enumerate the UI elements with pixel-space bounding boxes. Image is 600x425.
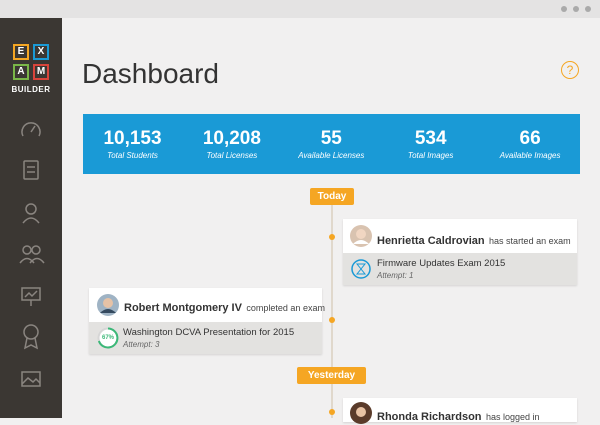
attempt: Attempt: 1 bbox=[377, 271, 414, 280]
progress-ring bbox=[97, 327, 119, 349]
stat-value: 55 bbox=[320, 128, 342, 149]
stat: 55 Available Licenses bbox=[282, 128, 381, 160]
exam-title: Washington DCVA Presentation for 2015 bbox=[123, 327, 295, 338]
timeline-badge: Today bbox=[310, 188, 354, 205]
stat-value: 10,208 bbox=[202, 128, 261, 149]
attempt: Attempt: 3 bbox=[123, 340, 160, 349]
timeline-dot bbox=[329, 409, 335, 415]
nav-icons[interactable] bbox=[0, 108, 62, 418]
stats-bar: 10,153 Total Students 10,208 Total Licenses… bbox=[83, 114, 580, 174]
stat-label: Total Images bbox=[407, 151, 454, 160]
logo-subtitle: BUILDER bbox=[11, 85, 51, 94]
event-action: completed an exam bbox=[246, 303, 325, 313]
event-action: has started an exam bbox=[489, 236, 571, 246]
stat-label: Available Images bbox=[499, 151, 561, 160]
avatar bbox=[350, 402, 372, 424]
stat-label: Available Licenses bbox=[298, 151, 365, 160]
event-card[interactable]: Henrietta Caldrovian has started an exam… bbox=[343, 219, 577, 285]
event-card[interactable]: Rhonda Richardson has logged in bbox=[343, 398, 577, 424]
stat: 66 Available Images bbox=[481, 128, 580, 160]
avatar bbox=[350, 225, 372, 247]
timeline-dot bbox=[329, 317, 335, 323]
logo-letter: E bbox=[13, 44, 29, 60]
stat: 10,153 Total Students bbox=[83, 128, 182, 160]
user-name: Rhonda Richardson bbox=[377, 411, 482, 423]
window-dots bbox=[561, 6, 591, 12]
avatar bbox=[97, 294, 119, 316]
stat: 10,208 Total Licenses bbox=[182, 128, 281, 160]
stat-value: 66 bbox=[519, 128, 541, 149]
timeline-dot bbox=[329, 234, 335, 240]
hourglass-icon bbox=[351, 259, 371, 279]
page-title: Dashboard bbox=[82, 58, 219, 89]
sidebar: E X A M BUILDER bbox=[0, 18, 62, 418]
stat-label: Total Students bbox=[107, 151, 158, 160]
event-action: has logged in bbox=[485, 412, 540, 422]
logo-letter: X bbox=[33, 44, 49, 60]
stat-value: 10,153 bbox=[103, 128, 162, 149]
stat: 534 Total Images bbox=[381, 128, 480, 160]
user-name: Henrietta Caldrovian bbox=[377, 235, 485, 247]
logo-letter: A bbox=[13, 64, 29, 80]
help-button[interactable]: ? bbox=[561, 61, 579, 79]
stat-value: 534 bbox=[414, 128, 447, 149]
timeline-line bbox=[331, 188, 333, 418]
user-name: Robert Montgomery IV bbox=[124, 302, 242, 314]
timeline-badge: Yesterday bbox=[297, 367, 366, 384]
stat-label: Total Licenses bbox=[206, 151, 258, 160]
exam-title: Firmware Updates Exam 2015 bbox=[377, 258, 506, 269]
browser-bar bbox=[0, 0, 600, 18]
event-card[interactable]: Robert Montgomery IV completed an exam 6… bbox=[89, 288, 325, 354]
progress-label: 67% bbox=[101, 335, 114, 341]
logo-letter: M bbox=[33, 64, 49, 80]
